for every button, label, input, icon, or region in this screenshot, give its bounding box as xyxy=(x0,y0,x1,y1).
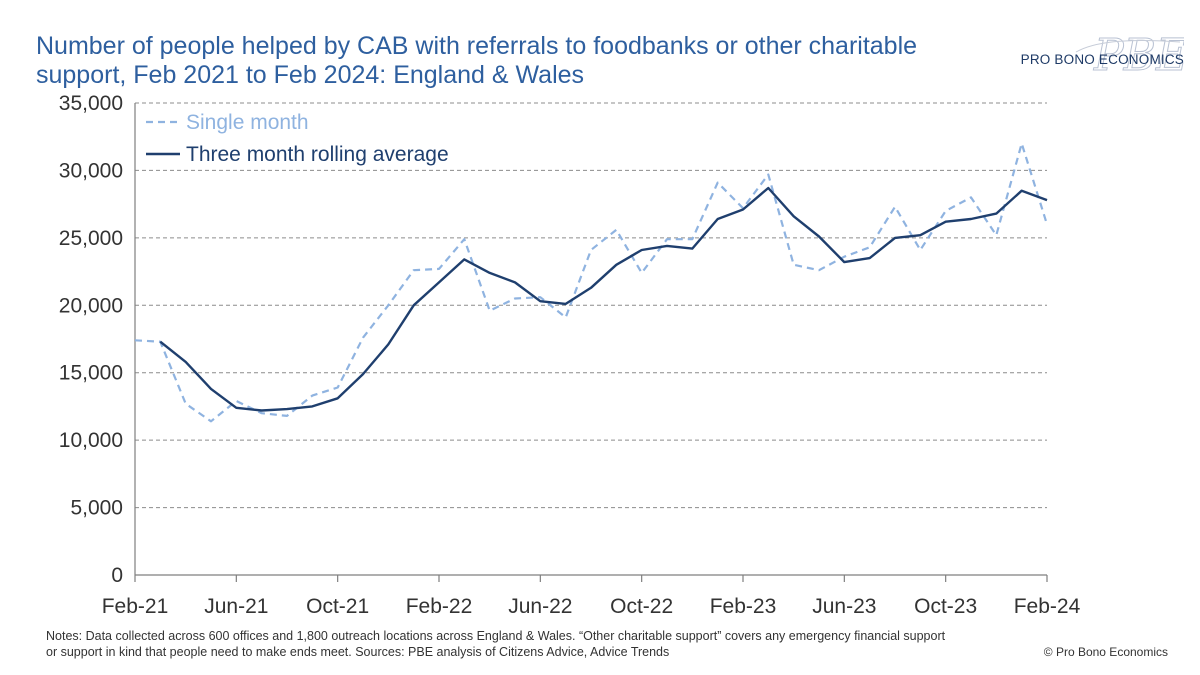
x-tick-label: Oct-23 xyxy=(914,595,977,618)
y-tick-label: 10,000 xyxy=(59,429,123,452)
x-tick-label: Jun-21 xyxy=(204,595,268,618)
pbe-logo: PBE PRO BONO ECONOMICS xyxy=(984,12,1184,82)
logo-text: PRO BONO ECONOMICS xyxy=(1020,52,1184,67)
x-tick-label: Oct-22 xyxy=(610,595,673,618)
y-tick-label: 35,000 xyxy=(59,92,123,115)
y-tick-label: 0 xyxy=(111,564,123,587)
y-tick-label: 20,000 xyxy=(59,294,123,317)
single-month-line xyxy=(134,142,1049,423)
x-tick-label: Feb-23 xyxy=(710,595,777,618)
rolling-average-line xyxy=(159,186,1048,412)
x-tick-label: Jun-22 xyxy=(508,595,572,618)
x-tick-label: Oct-21 xyxy=(306,595,369,618)
chart-title: Number of people helped by CAB with refe… xyxy=(36,32,918,89)
svg-text:PBE: PBE xyxy=(1093,30,1184,81)
axes xyxy=(134,103,1047,576)
legend-label-single-month: Single month xyxy=(186,111,309,134)
x-tick-label: Feb-22 xyxy=(406,595,473,618)
series-lines xyxy=(134,142,1049,423)
y-axis-ticks: 0 5,000 10,000 15,000 20,000 25,000 30,000 35,0… xyxy=(59,92,123,587)
copyright: © Pro Bono Economics xyxy=(1043,645,1168,659)
x-axis-ticks: Feb-21 Jun-21 Oct-21 Feb-22 Jun-22 Oct-22 Feb-… xyxy=(102,575,1081,618)
chart-notes: Notes: Data collected across 600 offices… xyxy=(46,629,946,659)
y-tick-label: 5,000 xyxy=(70,497,123,520)
legend-label-rolling-average: Three month rolling average xyxy=(186,143,449,166)
pbe-monogram-icon: PBE xyxy=(1075,30,1184,82)
y-tick-label: 25,000 xyxy=(59,227,123,250)
legend: Single month Three month rolling average xyxy=(146,111,449,166)
x-tick-label: Feb-24 xyxy=(1014,595,1081,618)
x-tick-label: Feb-21 xyxy=(102,595,169,618)
y-tick-label: 30,000 xyxy=(59,159,123,182)
x-tick-label: Jun-23 xyxy=(812,595,876,618)
y-tick-label: 15,000 xyxy=(59,362,123,385)
